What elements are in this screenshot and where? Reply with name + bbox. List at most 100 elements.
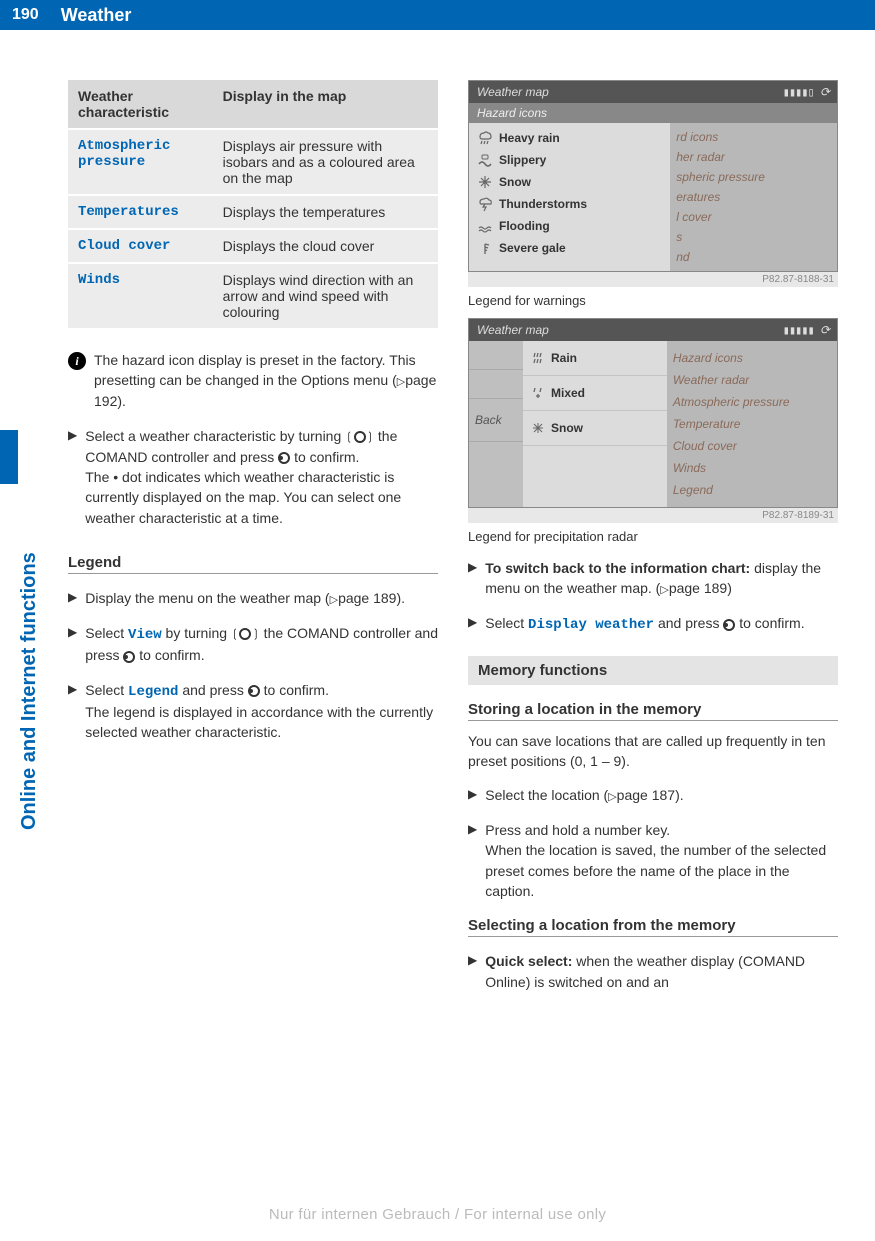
info-text-after: ). — [117, 393, 126, 409]
page-ref: page 189 — [669, 580, 727, 596]
right-column: Weather map ▮▮▮▮▯ ⟳ Hazard icons Heavy r… — [468, 80, 838, 992]
step-bold: To switch back to the information chart: — [485, 560, 750, 576]
screenshot-right-list: rd icons her radar spheric pressure erat… — [670, 123, 837, 271]
signal-icon: ▮▮▮▮▯ ⟳ — [783, 85, 829, 99]
page-ref-icon: ▷ — [608, 790, 616, 806]
hazard-item: Heavy rain — [469, 127, 670, 149]
step-text-post: to confirm. — [294, 449, 359, 465]
partial-label: s — [676, 227, 831, 247]
press-controller-icon — [123, 651, 135, 663]
page-ref: page 189 — [338, 590, 396, 606]
footer-watermark: Nur für internen Gebrauch / For internal… — [0, 1206, 875, 1223]
step-marker-icon: ▶ — [468, 953, 477, 992]
table-head-c1: Weather characteristic — [68, 80, 213, 129]
step-row: ▶ To switch back to the information char… — [468, 558, 838, 599]
nav-cell — [469, 341, 523, 370]
screenshot-precip-legend: Weather map ▮▮▮▮▮ ⟳ Back Rain Mixed Snow… — [468, 318, 838, 508]
gale-icon — [477, 240, 493, 256]
step-text: Quick select: when the weather display (… — [485, 951, 838, 992]
page-ref-icon: ▷ — [330, 593, 338, 609]
table-term: Temperatures — [68, 195, 213, 229]
page-ref-icon: ▷ — [397, 375, 405, 391]
step-row: ▶ Select Legend and press to confirm. Th… — [68, 680, 438, 743]
precip-item: Rain — [523, 341, 667, 376]
screenshot-body: Heavy rain Slippery Snow Thunderstorms F… — [469, 123, 837, 271]
thunder-icon — [477, 196, 493, 212]
step-text: Select Display weather and press to conf… — [485, 613, 804, 635]
hazard-label: Snow — [499, 175, 531, 189]
step-marker-icon: ▶ — [68, 590, 77, 609]
hazard-item: Thunderstorms — [469, 193, 670, 215]
side-tab-label: Online and Internet functions — [18, 552, 41, 830]
step-text: Select View by turning ❲❳ the COMAND con… — [85, 623, 438, 666]
menu-label: Temperature — [673, 413, 831, 435]
flood-icon — [477, 218, 493, 234]
rain-icon — [531, 351, 545, 365]
partial-label: her radar — [676, 147, 831, 167]
screenshot-left-list: Heavy rain Slippery Snow Thunderstorms F… — [469, 123, 670, 271]
screenshot-warnings-legend: Weather map ▮▮▮▮▯ ⟳ Hazard icons Heavy r… — [468, 80, 838, 272]
menu-label: Weather radar — [673, 369, 831, 391]
hazard-label: Slippery — [499, 153, 546, 167]
partial-label: rd icons — [676, 127, 831, 147]
menu-term: Legend — [128, 684, 178, 700]
menu-label: Hazard icons — [673, 347, 831, 369]
screenshot-caption: Legend for precipitation radar — [468, 529, 838, 544]
table-term: Winds — [68, 263, 213, 328]
table-row: Atmospheric pressure Displays air pressu… — [68, 129, 438, 195]
screenshot-ref: P82.87-8188-31 — [468, 272, 838, 287]
step-text-pre: Select — [485, 615, 528, 631]
hazard-item: Flooding — [469, 215, 670, 237]
step-marker-icon: ▶ — [68, 625, 77, 666]
snow-icon — [477, 174, 493, 190]
step-text-mid: and press — [178, 682, 247, 698]
side-tab: Online and Internet functions — [0, 430, 40, 830]
step-row: ▶ Quick select: when the weather display… — [468, 951, 838, 992]
hazard-label: Flooding — [499, 219, 550, 233]
step-text-pre: Select the location ( — [485, 787, 608, 803]
hazard-item: Severe gale — [469, 237, 670, 259]
paragraph: You can save locations that are called u… — [468, 731, 838, 772]
rotate-controller-icon: ❲❳ — [231, 624, 260, 644]
step-text-mid: by turning — [162, 625, 231, 641]
hazard-label: Thunderstorms — [499, 197, 587, 211]
partial-label: nd — [676, 247, 831, 267]
nav-back: Back — [469, 399, 523, 442]
step-text: Press and hold a number key. When the lo… — [485, 820, 838, 901]
step-row: ▶ Display the menu on the weather map (▷… — [68, 588, 438, 609]
screenshot-mid-list: Rain Mixed Snow — [523, 341, 667, 507]
step-after: ). — [396, 590, 405, 606]
rotate-controller-icon: ❲❳ — [345, 427, 374, 447]
page-header: 190 Weather — [0, 0, 875, 30]
menu-label: Winds — [673, 457, 831, 479]
nav-cell — [469, 370, 523, 399]
screenshot-right-list: Hazard icons Weather radar Atmospheric p… — [667, 341, 837, 507]
step-follow: The • dot indicates which weather charac… — [85, 469, 401, 526]
step-row: ▶ Select the location (▷ page 187). — [468, 785, 838, 806]
screenshot-body: Back Rain Mixed Snow Hazard icons Weathe… — [469, 341, 837, 507]
rain-icon — [477, 130, 493, 146]
partial-label: l cover — [676, 207, 831, 227]
table-head-c2: Display in the map — [213, 80, 438, 129]
step-marker-icon: ▶ — [468, 822, 477, 901]
page-number: 190 — [0, 0, 51, 30]
screenshot-nav-col: Back — [469, 341, 523, 507]
step-text: Select Legend and press to confirm. The … — [85, 680, 438, 743]
screenshot-ref: P82.87-8189-31 — [468, 508, 838, 523]
partial-label: eratures — [676, 187, 831, 207]
press-controller-icon — [278, 452, 290, 464]
table-term: Cloud cover — [68, 229, 213, 263]
step-text-pre: Select a weather characteristic by turni… — [85, 428, 345, 444]
step-text-post: to confirm. — [135, 647, 204, 663]
step-marker-icon: ▶ — [468, 560, 477, 599]
memory-functions-heading: Memory functions — [468, 656, 838, 685]
screenshot-title: Weather map — [477, 323, 549, 337]
table-desc: Displays the cloud cover — [213, 229, 438, 263]
storing-location-heading: Storing a location in the memory — [468, 701, 838, 721]
screenshot-caption: Legend for warnings — [468, 293, 838, 308]
page-title: Weather — [51, 5, 132, 26]
hazard-item: Slippery — [469, 149, 670, 171]
table-row: Winds Displays wind direction with an ar… — [68, 263, 438, 328]
menu-term: View — [128, 627, 162, 643]
hazard-item: Snow — [469, 171, 670, 193]
